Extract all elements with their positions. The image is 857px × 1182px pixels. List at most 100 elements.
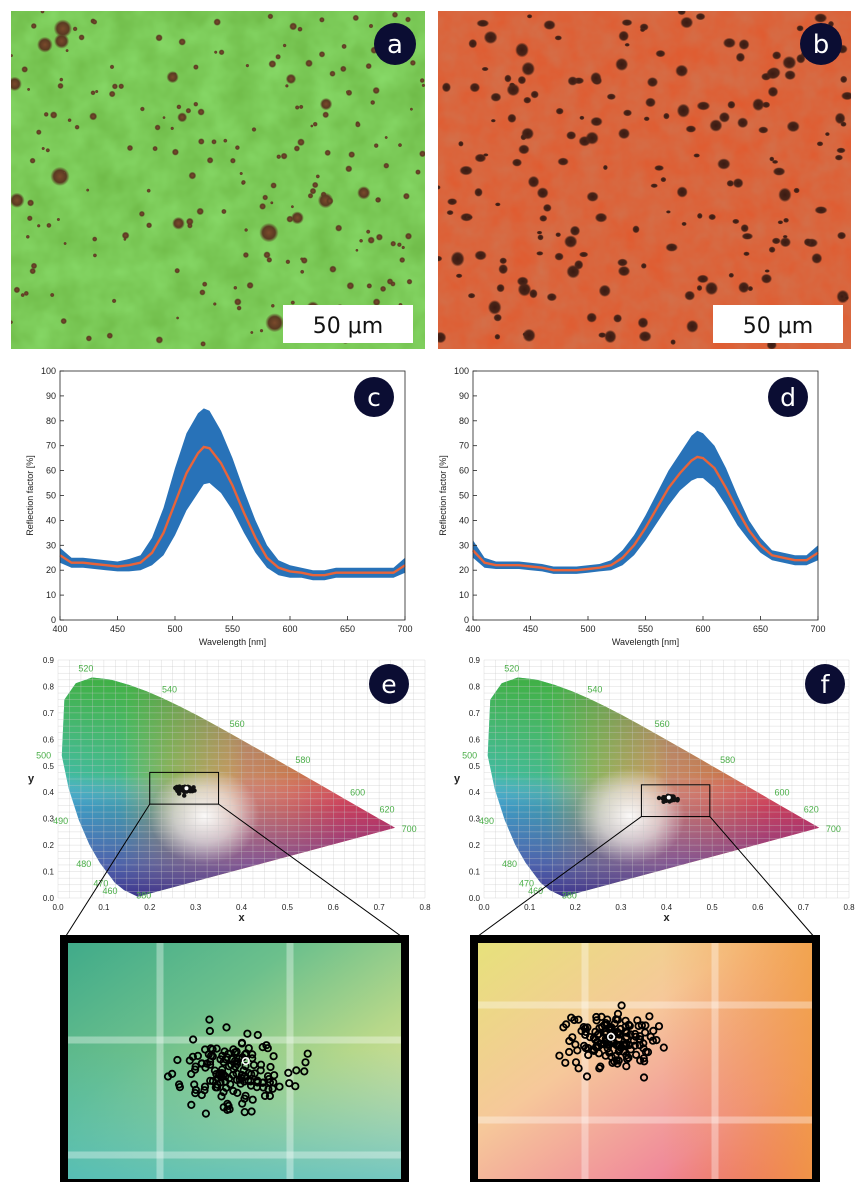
panel-d-badge: d <box>768 377 808 417</box>
pit <box>483 153 489 157</box>
panel-b-scalebar-label: 50 μm <box>743 314 813 339</box>
pit <box>234 298 242 306</box>
pit <box>585 131 599 145</box>
plot-frame <box>472 370 819 621</box>
pit <box>405 16 411 23</box>
data-point <box>190 1080 199 1089</box>
pit <box>223 138 228 143</box>
pit <box>121 231 130 240</box>
pit <box>366 283 373 289</box>
pit <box>315 174 320 179</box>
pit <box>285 259 291 265</box>
y-tick-label: 30 <box>46 540 56 550</box>
pit <box>632 225 640 234</box>
pit <box>579 115 585 121</box>
data-point <box>631 1050 641 1059</box>
pit <box>218 49 225 56</box>
pit <box>146 222 153 229</box>
x-tick-label: 0.3 <box>615 903 627 912</box>
pit <box>383 162 390 169</box>
x-tick-label: 0.2 <box>570 903 582 912</box>
data-point <box>284 1068 293 1078</box>
data-point <box>639 1044 648 1053</box>
pit <box>166 71 179 84</box>
pit <box>834 112 846 125</box>
pit <box>695 12 706 21</box>
pit <box>27 199 35 207</box>
pit <box>111 83 118 90</box>
pit <box>341 43 347 50</box>
pit <box>409 59 416 66</box>
x-axis-label: Wavelength [nm] <box>199 637 266 647</box>
pit <box>94 89 99 94</box>
pit <box>504 74 512 83</box>
data-point <box>205 1015 214 1024</box>
pit <box>45 148 51 153</box>
pit <box>386 278 394 285</box>
data-point <box>189 1035 198 1044</box>
pit <box>399 256 406 264</box>
pit <box>213 50 218 54</box>
pit <box>346 281 355 290</box>
pit <box>92 236 98 242</box>
pit <box>289 22 298 31</box>
pit <box>618 30 629 42</box>
y-tick-label: 0.4 <box>43 788 55 797</box>
pit <box>30 22 37 30</box>
pit <box>767 86 779 98</box>
pit <box>529 288 538 299</box>
pit <box>245 63 250 68</box>
panel-b-micrograph <box>438 11 851 349</box>
y-tick-label: 0.2 <box>43 841 55 850</box>
pit <box>404 232 413 240</box>
x-tick-label: 0.8 <box>419 903 431 912</box>
pit <box>446 210 454 216</box>
data-point <box>630 1041 640 1050</box>
pit <box>732 218 740 225</box>
pit <box>90 90 96 96</box>
pit <box>270 201 274 205</box>
data-point <box>610 1057 619 1066</box>
x-tick-label: 400 <box>52 624 67 634</box>
pit <box>567 76 578 86</box>
data-point <box>206 1044 215 1053</box>
pit <box>680 16 694 29</box>
y-tick-label: 0.1 <box>469 868 481 877</box>
pit <box>474 153 487 163</box>
pit <box>241 179 246 185</box>
pit <box>769 156 775 162</box>
pit <box>758 126 769 134</box>
pit <box>783 217 790 223</box>
pit <box>793 187 800 194</box>
x-tick-label: 550 <box>225 624 240 634</box>
pit <box>811 252 823 264</box>
panel-e-letter: e <box>381 670 396 699</box>
pit <box>62 171 66 175</box>
data-point <box>630 1029 640 1039</box>
pit <box>30 262 38 270</box>
pit <box>640 262 647 269</box>
pit <box>645 97 656 108</box>
pit <box>251 127 257 132</box>
data-point <box>659 1043 668 1052</box>
data-point <box>654 1022 664 1031</box>
pit <box>517 75 527 85</box>
data-point <box>624 1053 633 1062</box>
data-point <box>197 1059 206 1068</box>
pit <box>555 232 562 238</box>
pit <box>270 182 277 189</box>
x-tick-label: 550 <box>638 624 653 634</box>
pit <box>152 145 158 152</box>
data-point <box>236 1079 245 1088</box>
pit <box>468 38 478 49</box>
y-tick-label: 40 <box>46 515 56 525</box>
wavelength-label: 380 <box>136 891 151 901</box>
pit <box>481 66 489 72</box>
wavelength-label: 460 <box>103 886 118 896</box>
pit <box>696 212 703 219</box>
x-tick-label: 450 <box>523 624 538 634</box>
data-point <box>191 1062 200 1071</box>
pit <box>335 224 343 232</box>
y-tick-label: 80 <box>46 416 56 426</box>
pit <box>803 238 813 247</box>
